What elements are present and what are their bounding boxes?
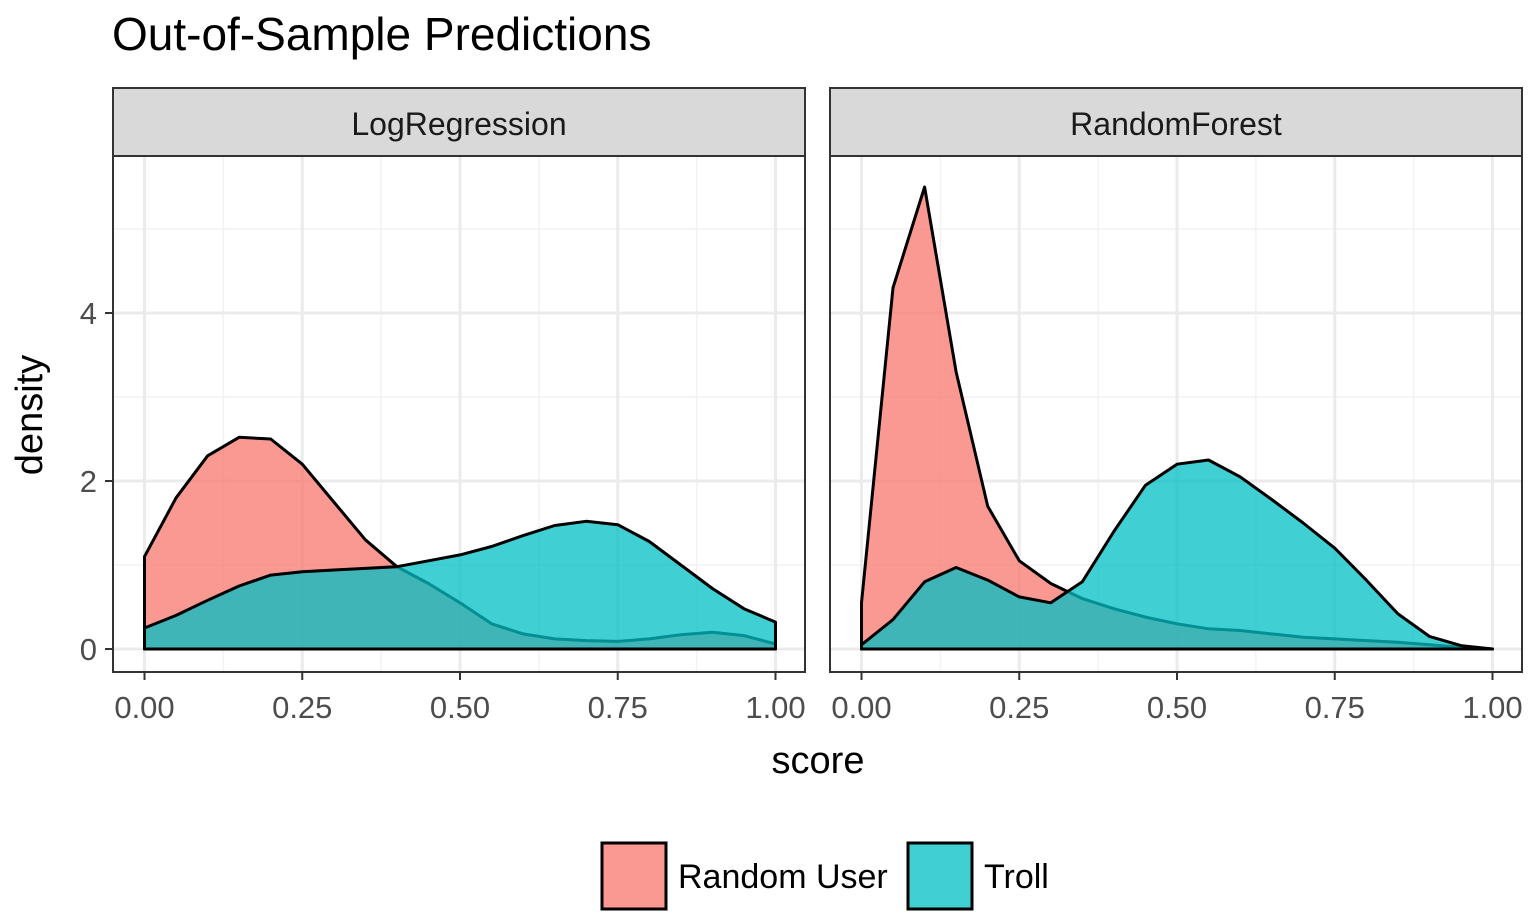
panel-randomforest: RandomForest 0.00 0.25 0.50 0.75 1.00	[829, 87, 1523, 725]
facet-label: RandomForest	[1070, 106, 1282, 142]
legend: Random User Troll	[600, 841, 1049, 911]
density-area-troll	[860, 458, 1494, 651]
x-tick-label: 0.75	[588, 690, 648, 725]
x-tick-label: 0.00	[831, 690, 891, 725]
x-tick-label: 0.50	[1147, 690, 1207, 725]
facet-strip	[112, 87, 806, 157]
legend-label: Random User	[678, 858, 888, 896]
legend-item-troll: Troll	[906, 841, 1049, 911]
y-tick-label: 2	[80, 464, 97, 499]
x-tick-label: 1.00	[1462, 690, 1522, 725]
density-area-troll	[143, 519, 777, 651]
x-tick-label: 0.25	[989, 690, 1049, 725]
x-tick-label: 0.75	[1305, 690, 1365, 725]
x-tick-label: 1.00	[745, 690, 805, 725]
x-axis-title: score	[772, 740, 865, 782]
x-tick-label: 0.00	[114, 690, 174, 725]
legend-label: Troll	[984, 858, 1049, 896]
facet-label: LogRegression	[351, 106, 566, 142]
legend-swatch	[600, 841, 668, 911]
facet-strip	[829, 87, 1523, 157]
x-tick-label: 0.50	[430, 690, 490, 725]
panel-logregression: LogRegression 0.00 0.25 0.50 0.75 1.00 0 2 4	[80, 87, 806, 725]
chart-title: Out-of-Sample Predictions	[112, 8, 651, 60]
y-tick-label: 4	[80, 296, 97, 331]
legend-item-random-user: Random User	[600, 841, 888, 911]
legend-swatch	[906, 841, 974, 911]
y-tick-label: 0	[80, 632, 97, 667]
x-tick-label: 0.25	[272, 690, 332, 725]
y-axis-title: density	[9, 355, 51, 475]
